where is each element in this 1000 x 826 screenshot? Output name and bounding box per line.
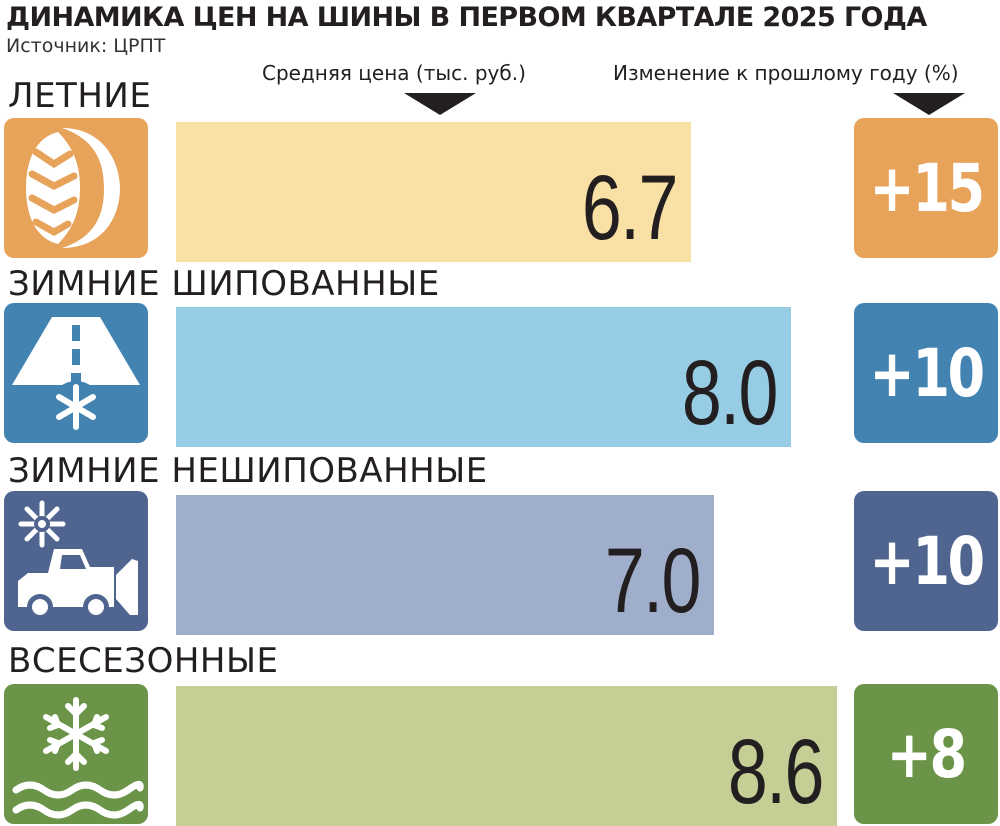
price-column-header: Средняя цена (тыс. руб.) [262, 61, 526, 85]
price-bar-winter-nonstudded: 7.0 [176, 495, 714, 635]
source-note: Источник: ЦРПТ [6, 35, 166, 57]
price-bar-summer: 6.7 [176, 122, 691, 262]
change-value-all-season: +8 [886, 715, 968, 793]
price-value-summer: 6.7 [581, 157, 679, 259]
chart-title: ДИНАМИКА ЦЕН НА ШИНЫ В ПЕРВОМ КВАРТАЛЕ 2… [6, 2, 927, 33]
change-badge-summer: +15 [854, 118, 998, 258]
snowplow-icon [4, 491, 148, 631]
change-column-arrow [893, 93, 965, 115]
price-value-winter-nonstudded: 7.0 [604, 530, 702, 632]
summer-tire-icon [4, 118, 148, 258]
price-bar-winter-studded: 8.0 [176, 307, 791, 447]
change-column-header: Изменение к прошлому году (%) [613, 61, 959, 85]
change-badge-winter-studded: +10 [854, 303, 998, 443]
change-badge-winter-nonstudded: +10 [854, 491, 998, 631]
category-label-all-season: ВСЕСЕЗОННЫЕ [8, 641, 279, 681]
category-label-winter-nonstudded: ЗИМНИЕ НЕШИПОВАННЫЕ [8, 451, 488, 491]
category-label-summer: ЛЕТНИЕ [8, 76, 152, 116]
change-value-winter-studded: +10 [869, 334, 985, 412]
category-label-winter-studded: ЗИМНИЕ ШИПОВАННЫЕ [8, 264, 440, 304]
snowy-road-icon [4, 303, 148, 443]
change-badge-all-season: +8 [854, 684, 998, 824]
change-value-winter-nonstudded: +10 [869, 522, 985, 600]
price-value-all-season: 8.6 [727, 721, 825, 823]
snowflake-water-icon [4, 684, 148, 824]
change-value-summer: +15 [869, 149, 985, 227]
price-bar-all-season: 8.6 [176, 686, 837, 826]
price-value-winter-studded: 8.0 [681, 342, 779, 444]
price-column-arrow [404, 93, 476, 115]
